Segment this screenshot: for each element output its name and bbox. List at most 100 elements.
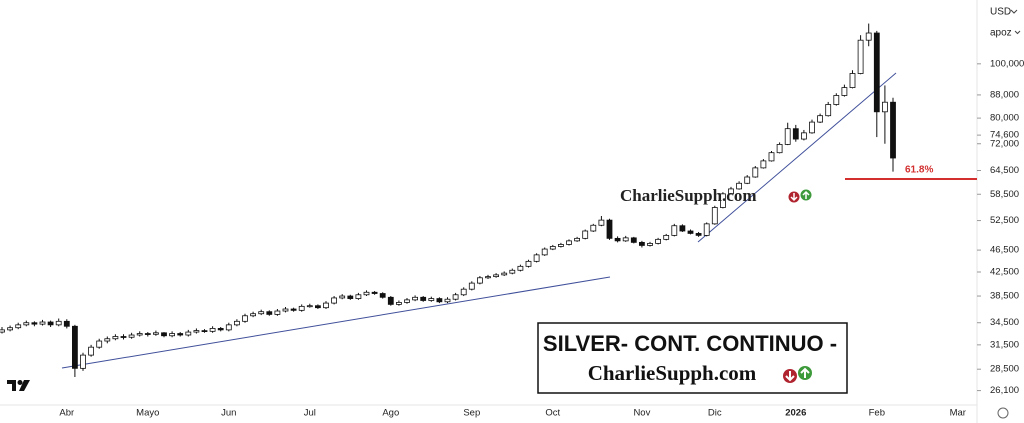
candle-body <box>395 302 402 305</box>
candle-body <box>728 188 734 195</box>
candle-body <box>436 298 443 303</box>
candle-body <box>460 288 467 296</box>
candle-body <box>890 101 896 159</box>
x-tick-label: 2026 <box>785 408 806 419</box>
candle-body <box>509 269 516 274</box>
candle-body <box>687 230 694 234</box>
y-tick-label: 88,000 <box>990 89 1019 100</box>
x-tick-label: Dic <box>708 408 722 419</box>
candles <box>0 23 896 378</box>
candle-body <box>274 310 281 315</box>
candle-body <box>444 298 451 303</box>
candle-body <box>412 296 419 301</box>
candle-body <box>817 115 823 123</box>
candle-body <box>306 305 313 308</box>
candle-body <box>371 291 378 294</box>
candle-body <box>720 193 726 208</box>
candle-body <box>31 322 38 325</box>
y-tick-label: 58,500 <box>990 189 1019 200</box>
candle-body <box>792 128 799 140</box>
y-tick-label: 100,000 <box>990 58 1024 69</box>
candle-body <box>193 330 200 333</box>
x-tick-label: Mar <box>950 408 966 419</box>
candle-body <box>242 315 248 322</box>
candle-body <box>744 176 751 184</box>
candle-body <box>517 265 524 271</box>
candle-body <box>882 101 888 113</box>
candle-body <box>233 320 240 326</box>
candle-body <box>736 182 742 190</box>
mode-label[interactable]: apoz <box>990 28 1012 39</box>
candle-body <box>128 334 135 338</box>
candle-body <box>865 32 872 41</box>
candle-body <box>501 272 508 276</box>
candle-body <box>80 354 86 369</box>
tv-logo <box>7 380 30 391</box>
candle-body <box>476 277 483 284</box>
candle-body <box>420 296 427 301</box>
y-tick-label: 64,500 <box>990 165 1019 176</box>
settings-icon[interactable] <box>997 407 1009 419</box>
candle-body <box>671 225 678 236</box>
mode-chevron <box>1014 30 1021 35</box>
candle-body <box>655 238 661 244</box>
candle-body <box>15 324 22 329</box>
currency-chevron <box>1010 9 1018 14</box>
x-tick-label: Mayo <box>136 408 159 419</box>
candle-body <box>873 32 880 113</box>
candle-body <box>209 328 216 332</box>
candle-body <box>339 295 346 299</box>
currency-label[interactable]: USD <box>990 7 1011 18</box>
candle-body <box>614 237 621 242</box>
y-tick-label: 38,500 <box>990 291 1019 302</box>
candle-body <box>258 311 265 315</box>
candle-body <box>112 336 119 340</box>
candle-body <box>331 297 338 304</box>
box-site: CharlieSupph.com <box>588 361 757 385</box>
candle-body <box>598 219 605 226</box>
candle-body <box>549 246 556 250</box>
candle-body <box>428 298 435 301</box>
candle-body <box>314 305 321 309</box>
candle-body <box>468 282 475 290</box>
title-box <box>537 322 848 394</box>
x-tick-label: Jun <box>221 408 236 419</box>
x-tick-label: Oct <box>545 408 560 419</box>
y-tick-label: 72,000 <box>990 138 1019 149</box>
y-tick-label: 31,500 <box>990 339 1019 350</box>
candle-body <box>630 237 637 243</box>
x-tick-label: Ago <box>382 408 399 419</box>
candle-body <box>606 219 613 239</box>
candle-body <box>801 132 807 140</box>
trend-line <box>61 276 611 369</box>
candle-body <box>23 322 30 326</box>
candle-body <box>217 328 224 331</box>
candle-body <box>768 152 775 162</box>
candle-body <box>363 291 370 296</box>
y-tick-label: 34,500 <box>990 317 1019 328</box>
candle-body <box>88 346 94 356</box>
candle-body <box>55 320 62 326</box>
candle-body <box>72 325 78 369</box>
candle-body <box>663 234 670 240</box>
x-tick-label: Abr <box>59 408 74 419</box>
y-tick-label: 28,500 <box>990 364 1019 375</box>
candle-body <box>225 324 232 331</box>
candle-body <box>825 104 832 117</box>
candle-body <box>679 225 686 232</box>
y-tick-label: 42,500 <box>990 267 1019 278</box>
candle-body <box>39 321 46 325</box>
candle-body <box>298 305 305 311</box>
candle-body <box>857 39 864 74</box>
candle-body <box>647 242 653 246</box>
candle-body <box>282 308 289 312</box>
y-tick-label: 46,500 <box>990 245 1019 256</box>
x-tick-label: Nov <box>633 408 650 419</box>
candle-body <box>485 276 491 279</box>
candle-body <box>752 167 759 178</box>
candle-body <box>703 223 710 236</box>
y-tick-label: 80,000 <box>990 113 1019 124</box>
